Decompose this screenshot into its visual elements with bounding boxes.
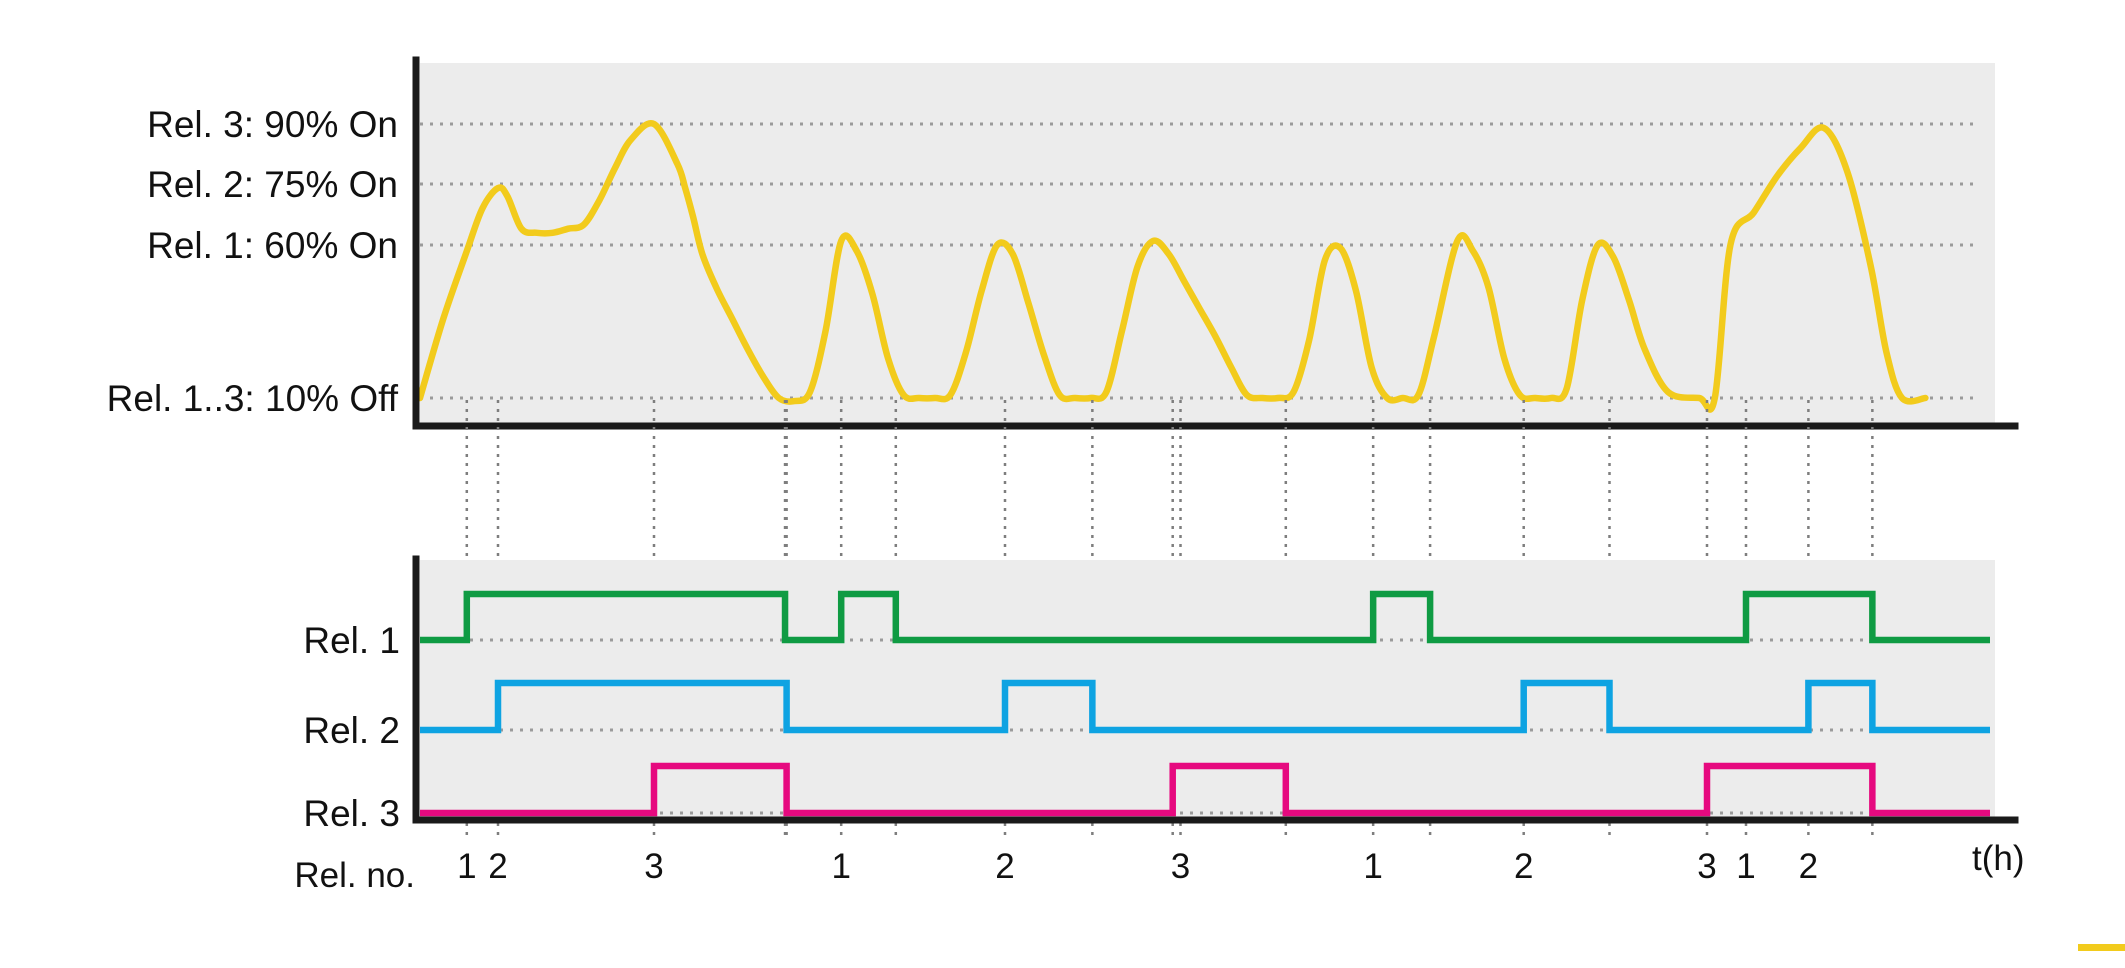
relay-switch-marker: 1 — [1363, 847, 1382, 886]
relay-label: Rel. 2 — [303, 710, 400, 751]
relay-state-chart-axes — [412, 555, 2019, 824]
relay-trace-3 — [420, 762, 1990, 817]
measurement-chart-background — [420, 63, 1995, 426]
relay-switch-marker: 1 — [831, 847, 850, 886]
relay-trace-2 — [420, 679, 1990, 734]
relay-labels: Rel. 1 Rel. 2 Rel. 3 — [303, 620, 400, 834]
threshold-label: Rel. 3: 90% On — [147, 104, 398, 145]
measurement-curve — [416, 120, 1929, 413]
relay-label: Rel. 3 — [303, 793, 400, 834]
relay-switch-marker: 2 — [488, 847, 507, 886]
relay-switch-marker: 2 — [1514, 847, 1533, 886]
threshold-label: Rel. 1: 60% On — [147, 225, 398, 266]
x-axis-unit-label: t(h) — [1972, 839, 2025, 878]
threshold-label: Rel. 2: 75% On — [147, 164, 398, 205]
relay-switch-marker: 3 — [1171, 847, 1190, 886]
relay-state-chart-background — [420, 560, 1995, 820]
corner-accent-mark — [2078, 944, 2125, 951]
relay-switch-marker: 2 — [1799, 847, 1818, 886]
relay-switch-marker: 2 — [995, 847, 1014, 886]
relay-state-chart: Rel. 1 Rel. 2 Rel. 3 — [303, 555, 2019, 834]
relay-trace-1 — [420, 590, 1990, 644]
relay-switch-marker: 3 — [644, 847, 663, 886]
relay-switch-marker: 1 — [1736, 847, 1755, 886]
relay-label: Rel. 1 — [303, 620, 400, 661]
relay-switch-marker: 1 — [457, 847, 476, 886]
relay-switch-marker: 3 — [1697, 847, 1716, 886]
threshold-labels: Rel. 3: 90% On Rel. 2: 75% On Rel. 1: 60% … — [107, 104, 399, 419]
measurement-chart-axes — [412, 56, 2019, 430]
relay-traces — [420, 590, 1990, 817]
threshold-label: Rel. 1..3: 10% Off — [107, 378, 399, 419]
measurement-chart: Rel. 3: 90% On Rel. 2: 75% On Rel. 1: 60% … — [107, 56, 2019, 430]
x-axis-title: Rel. no. — [294, 856, 415, 895]
